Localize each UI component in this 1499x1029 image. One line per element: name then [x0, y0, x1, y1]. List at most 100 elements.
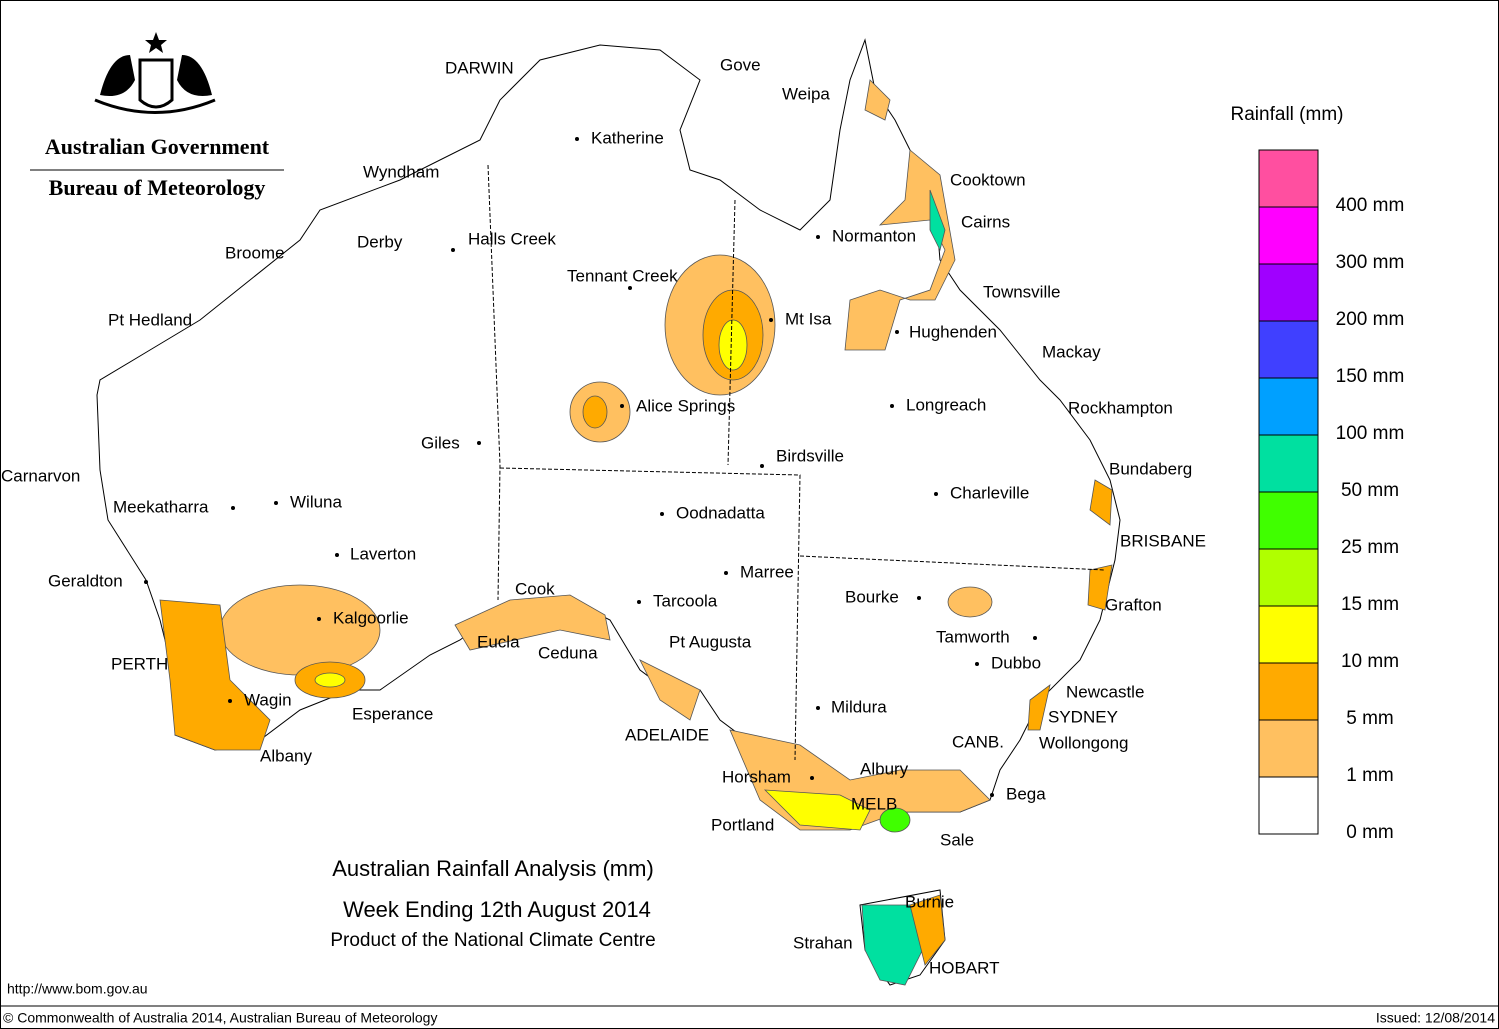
place-label: PERTH [111, 654, 168, 673]
place-label: Eucla [477, 632, 520, 651]
place-label: ADELAIDE [625, 725, 709, 744]
place-dot [1033, 636, 1037, 640]
legend-swatch [1258, 149, 1319, 208]
product-note: Product of the National Climate Centre [330, 930, 655, 951]
place-label: Mildura [831, 697, 887, 716]
emblem [94, 32, 216, 114]
legend-label: 300 mm [1336, 252, 1405, 273]
place-label: Wagin [244, 690, 292, 709]
place-label: Sale [940, 830, 974, 849]
place-dot [769, 318, 773, 322]
place-label: Esperance [352, 704, 433, 723]
legend-label: 200 mm [1336, 309, 1405, 330]
place-label: Halls Creek [468, 229, 556, 248]
place-label: Strahan [793, 933, 853, 952]
borders [487, 164, 1106, 761]
place-label: Gove [720, 55, 761, 74]
legend-label: 100 mm [1336, 423, 1405, 444]
place-label: Oodnadatta [676, 503, 765, 522]
place-label: Pt Augusta [669, 632, 752, 651]
place-label: Marree [740, 562, 794, 581]
url: http://www.bom.gov.au [7, 981, 148, 997]
issued: Issued: 12/08/2014 [1376, 1010, 1495, 1026]
place-label: Katherine [591, 128, 664, 147]
place-label: Alice Springs [636, 396, 735, 415]
legend-swatch [1258, 320, 1319, 379]
place-dot [451, 248, 455, 252]
legend-label: 150 mm [1336, 366, 1405, 387]
place-dot [724, 571, 728, 575]
legend-swatch [1258, 548, 1319, 607]
place-label: Pt Hedland [108, 310, 192, 329]
legend-swatch [1258, 491, 1319, 550]
place-label: Charleville [950, 483, 1029, 502]
copyright: © Commonwealth of Australia 2014, Austra… [3, 1010, 437, 1026]
place-label: Bega [1006, 784, 1046, 803]
place-dot [816, 235, 820, 239]
legend-title: Rainfall (mm) [1231, 104, 1344, 125]
place-dot [990, 793, 994, 797]
legend-label: 400 mm [1336, 195, 1405, 216]
place-label: Broome [225, 243, 285, 262]
subtitle: Week Ending 12th August 2014 [343, 897, 651, 922]
place-dot [231, 506, 235, 510]
legend-label: 25 mm [1341, 537, 1399, 558]
place-label: Hughenden [909, 322, 997, 341]
place-label: MELB [851, 794, 897, 813]
place-dot [816, 706, 820, 710]
place-label: Bundaberg [1109, 459, 1192, 478]
place-dot [810, 776, 814, 780]
place-label: Cooktown [950, 170, 1026, 189]
place-label: BRISBANE [1120, 531, 1206, 550]
agency: Australian Government [45, 134, 270, 159]
bureau: Bureau of Meteorology [49, 175, 266, 200]
place-dot [760, 464, 764, 468]
place-label: Giles [421, 433, 460, 452]
place-label: Dubbo [991, 653, 1041, 672]
place-dot [575, 137, 579, 141]
place-dot [934, 492, 938, 496]
place-label: Townsville [983, 282, 1060, 301]
place-label: Horsham [722, 767, 791, 786]
place-label: Wiluna [290, 492, 343, 511]
legend-swatch [1258, 605, 1319, 664]
place-label: Newcastle [1066, 682, 1144, 701]
place-dot [477, 441, 481, 445]
place-label: Birdsville [776, 446, 844, 465]
place-label: Burnie [905, 892, 954, 911]
legend-label: 15 mm [1341, 594, 1399, 615]
place-label: Mt Isa [785, 309, 832, 328]
place-label: Bourke [845, 587, 899, 606]
place-label: Albury [860, 759, 909, 778]
place-label: DARWIN [445, 58, 514, 77]
place-label: Tamworth [936, 627, 1010, 646]
place-label: Mackay [1042, 342, 1101, 361]
legend-label: 50 mm [1341, 480, 1399, 501]
place-label: Rockhampton [1068, 398, 1173, 417]
place-label: Albany [260, 746, 312, 765]
place-label: Tarcoola [653, 591, 718, 610]
place-dot [274, 501, 278, 505]
legend-swatch [1258, 434, 1319, 493]
place-label: Meekatharra [113, 497, 209, 516]
place-dot [228, 699, 232, 703]
title: Australian Rainfall Analysis (mm) [332, 856, 654, 881]
place-label: Carnarvon [1, 466, 80, 485]
place-label: Longreach [906, 395, 986, 414]
place-label: Normanton [832, 226, 916, 245]
place-label: Kalgoorlie [333, 608, 409, 627]
place-dot [890, 404, 894, 408]
rain-areas [159, 79, 1113, 986]
place-label: Ceduna [538, 643, 598, 662]
legend-swatch [1258, 662, 1319, 721]
place-label: Grafton [1105, 595, 1162, 614]
legend-label: 1 mm [1346, 765, 1394, 786]
place-dot [917, 596, 921, 600]
place-dot [620, 404, 624, 408]
legend-swatch [1258, 206, 1319, 265]
legend-label: 0 mm [1346, 822, 1394, 843]
place-dot [637, 600, 641, 604]
place-label: Derby [357, 232, 403, 251]
place-dot [317, 617, 321, 621]
